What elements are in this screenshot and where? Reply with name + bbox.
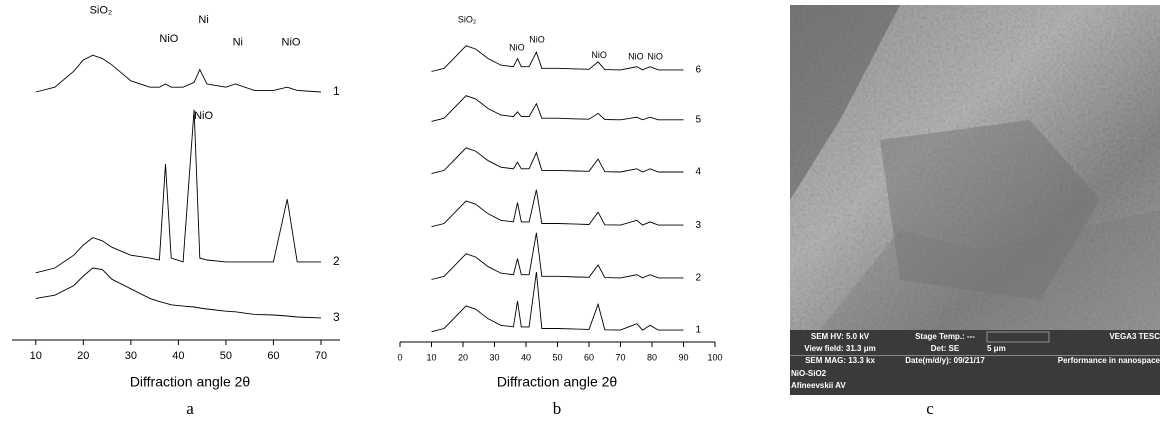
x-tick-label: 40 [172, 350, 184, 362]
x-tick-label: 30 [489, 352, 499, 362]
x-tick-label: 70 [615, 352, 625, 362]
x-tick-label: 10 [426, 352, 436, 362]
panel-caption: c [926, 399, 934, 418]
xrd-trace [35, 109, 321, 274]
x-tick-label: 0 [397, 352, 402, 362]
x-tick-label: 20 [77, 350, 89, 362]
xrd-trace [431, 147, 684, 175]
sem-info: Performance in nanospace [1058, 356, 1161, 365]
trace-label: 1 [696, 325, 702, 336]
xrd-trace [431, 232, 684, 280]
sem-info: View field: 31.3 μm [804, 344, 875, 353]
sem-info-divider [790, 355, 1160, 356]
x-axis-label: Diffraction angle 2θ [497, 374, 618, 390]
xrd-trace [431, 95, 684, 122]
sem-info: Date(m/d/y): 09/21/17 [905, 356, 985, 365]
trace-label: 2 [333, 254, 340, 268]
x-tick-label: 50 [220, 350, 232, 362]
peak-label: NiO [529, 34, 545, 44]
peak-label: SiO₂ [90, 4, 113, 16]
sem-image: SEM HV: 5.0 kV Stage Temp.: --- VEGA3 TE… [790, 5, 1161, 395]
peak-label: SiO₂ [458, 14, 477, 24]
peak-label: NiO [194, 110, 213, 122]
sem-info: Stage Temp.: --- [915, 332, 975, 341]
x-tick-label: 70 [315, 350, 327, 362]
trace-label: 1 [333, 84, 340, 98]
peak-label: Ni [233, 36, 243, 48]
sem-info-bar [790, 330, 1160, 395]
sem-info: Det: SE [931, 344, 960, 353]
xrd-trace [431, 45, 684, 72]
trace-label: 2 [696, 273, 702, 284]
x-tick-label: 60 [584, 352, 594, 362]
x-tick-label: 10 [30, 350, 42, 362]
peak-label: NiO [509, 42, 525, 52]
sem-shadow [880, 120, 1100, 300]
peak-label: NiO [591, 50, 607, 60]
x-tick-label: 100 [707, 352, 722, 362]
sem-info: Afineevskii AV [791, 381, 846, 390]
xrd-trace [431, 272, 684, 333]
sem-info: NiO-SiO2 [791, 369, 827, 378]
sem-shadow [820, 210, 1160, 330]
sem-shadow [790, 5, 900, 200]
sem-scale-box [986, 331, 1050, 343]
peak-label: Ni [198, 14, 208, 26]
panel-caption: b [553, 399, 562, 418]
peak-label: NiO [282, 36, 301, 48]
x-tick-label: 80 [647, 352, 657, 362]
x-tick-label: 30 [125, 350, 137, 362]
xrd-trace [35, 267, 322, 319]
x-tick-label: 50 [552, 352, 562, 362]
peak-label: NiO [628, 51, 644, 61]
xrd-trace [431, 189, 684, 228]
sem-info: SEM MAG: 13.3 kx [805, 356, 875, 365]
sem-info: VEGA3 TESC [1109, 332, 1160, 341]
x-tick-label: 20 [458, 352, 468, 362]
trace-label: 3 [333, 310, 340, 324]
panel-caption: a [186, 399, 194, 418]
trace-label: 4 [696, 167, 702, 178]
x-tick-label: 40 [521, 352, 531, 362]
x-tick-label: 60 [267, 350, 279, 362]
xrd-trace [35, 54, 322, 93]
trace-label: 6 [696, 65, 702, 76]
x-axis-label: Diffraction angle 2θ [130, 374, 251, 390]
sem-info: SEM HV: 5.0 kV [811, 332, 870, 341]
trace-label: 5 [696, 114, 702, 125]
x-tick-label: 90 [678, 352, 688, 362]
peak-label: NiO [647, 51, 663, 61]
sem-info: 5 μm [987, 344, 1006, 353]
peak-label: NiO [159, 33, 178, 45]
trace-label: 3 [696, 220, 702, 231]
